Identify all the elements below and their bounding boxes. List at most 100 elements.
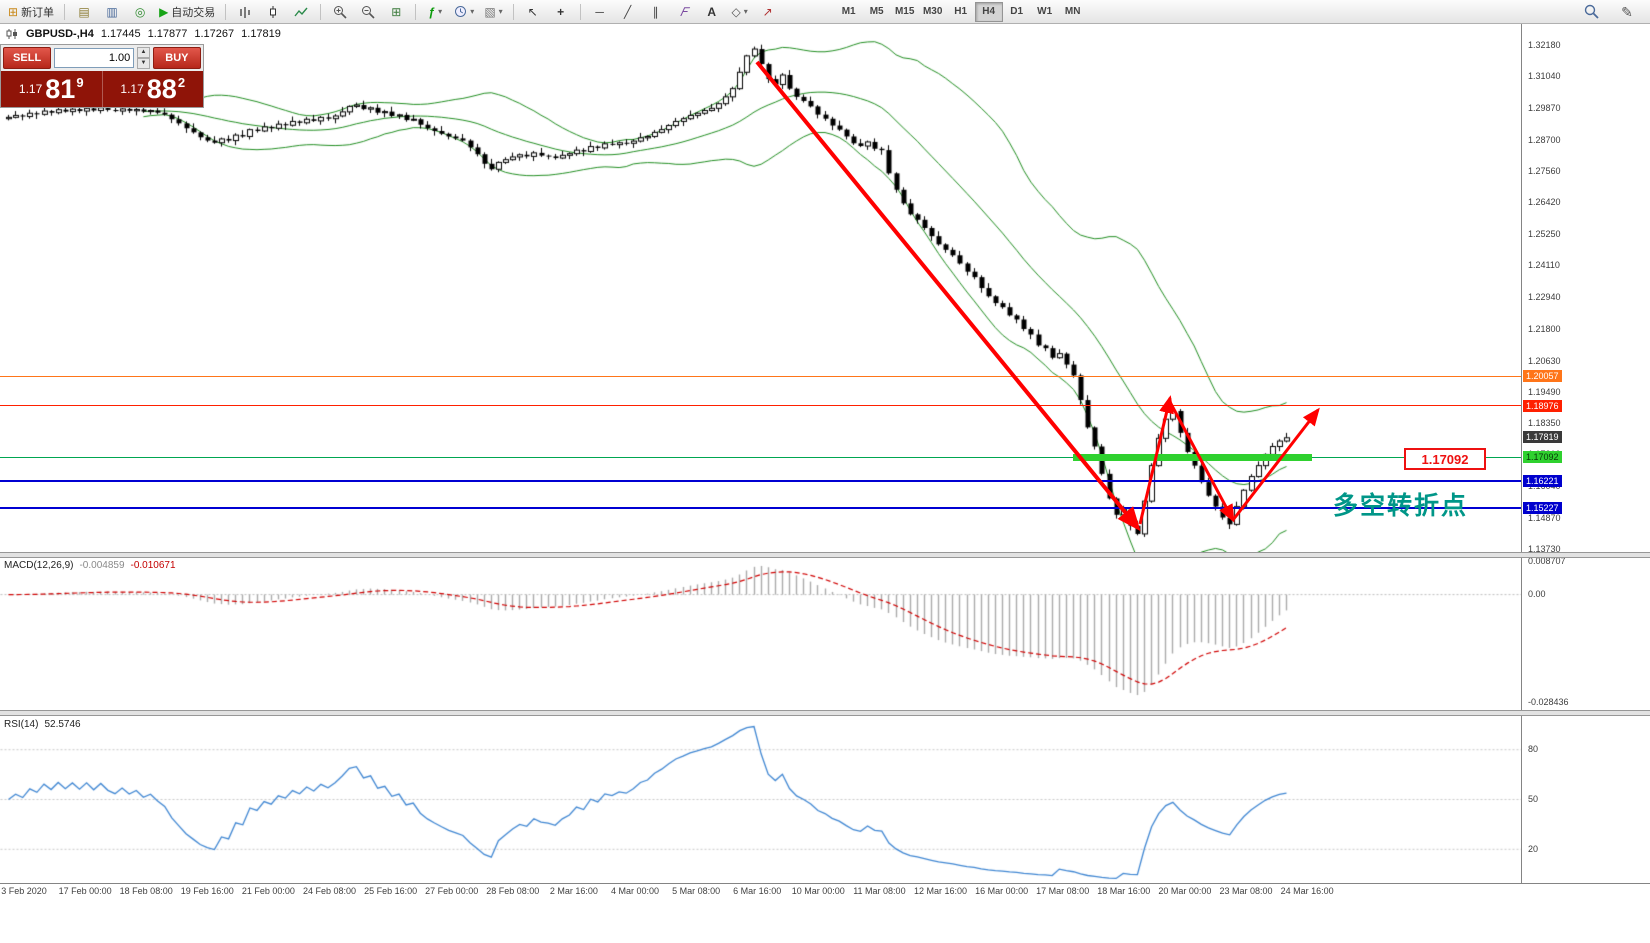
data-window-icon: ▥ [106, 4, 118, 19]
zoom-out-icon [362, 5, 375, 19]
volume-up-icon[interactable]: ▲ [137, 47, 150, 58]
zoom-in-icon [334, 5, 347, 19]
timeframe-button-m30[interactable]: M30 [922, 6, 943, 17]
volume-down-icon[interactable]: ▼ [137, 58, 150, 69]
macd-axis-label: 0.008707 [1528, 556, 1566, 566]
resistance-upper-price-box: 1.20057 [1523, 370, 1562, 382]
quote-header: GBPUSD-,H4 1.17445 1.17877 1.17267 1.178… [6, 28, 281, 40]
toolbar-separator [320, 3, 322, 20]
cursor-tool-button[interactable]: ↖ [520, 1, 546, 23]
line-chart-mode-button[interactable] [288, 1, 314, 23]
price-tick: 1.25250 [1528, 229, 1561, 239]
macd-canvas[interactable] [0, 558, 1522, 710]
price-tick: 1.14870 [1528, 513, 1561, 523]
volume-input[interactable] [54, 48, 135, 68]
price-tick: 1.19490 [1528, 387, 1561, 397]
navigator-button[interactable]: ◎ [127, 1, 153, 23]
buy-price-prefix: 1.17 [120, 82, 144, 96]
sell-price[interactable]: 1.17 81 9 [1, 71, 102, 107]
sell-button[interactable]: SELL [3, 47, 52, 69]
rsi-header: RSI(14) 52.5746 [4, 719, 81, 730]
support-low-price-box: 1.15227 [1523, 502, 1562, 514]
trendline-tool-button[interactable]: ╱ [615, 1, 641, 23]
timeframe-button-d1[interactable]: D1 [1010, 6, 1024, 17]
rsi-axis-label: 20 [1528, 844, 1539, 854]
tile-windows-button[interactable]: ⊞ [383, 1, 409, 23]
price-tick: 1.29870 [1528, 103, 1561, 113]
crosshair-icon: + [557, 4, 565, 19]
templates-button[interactable]: ▧ ▾ [480, 1, 506, 23]
support-price-tag[interactable]: 1.17092 [1404, 448, 1486, 470]
pencil-icon: ✎ [1621, 3, 1633, 20]
price-tick: 1.20630 [1528, 356, 1561, 366]
buy-price-pip: 2 [177, 75, 186, 90]
macd-header: MACD(12,26,9) -0.004859 -0.010671 [4, 560, 176, 571]
toolbar-separator [512, 3, 514, 20]
chart-symbol-icon [6, 29, 17, 39]
navigator-icon: ◎ [134, 4, 146, 19]
timeframe-button-m5[interactable]: M5 [869, 6, 884, 17]
bar-chart-mode-button[interactable] [232, 1, 258, 23]
price-tick: 1.28700 [1528, 135, 1561, 145]
candlestick-mode-button[interactable] [260, 1, 286, 23]
support-band[interactable] [1073, 454, 1312, 461]
channel-tool-button[interactable]: ∥ [643, 1, 669, 23]
text-icon: A [707, 4, 716, 19]
time-tick: 4 Mar 00:00 [610, 886, 660, 896]
time-tick: 5 Mar 08:00 [672, 886, 721, 896]
toolbar-separator [225, 3, 227, 20]
level-line-1.20057[interactable] [0, 376, 1521, 377]
autotrading-button[interactable]: ▶ 自动交易 [155, 1, 219, 23]
macd-axis-label: -0.028436 [1528, 697, 1569, 707]
search-button[interactable] [1578, 1, 1604, 23]
turning-point-annotation[interactable]: 多空转折点 [1333, 492, 1469, 520]
panel-divider[interactable] [0, 710, 1650, 716]
sell-price-pip: 9 [76, 75, 84, 90]
time-tick: 17 Feb 00:00 [58, 886, 112, 896]
buy-price[interactable]: 1.17 88 2 [101, 71, 204, 107]
edit-button[interactable]: ✎ [1614, 1, 1640, 23]
time-tick: 27 Feb 00:00 [425, 886, 479, 896]
time-axis-separator [0, 883, 1650, 884]
zoom-out-button[interactable] [355, 1, 381, 23]
shapes-tool-button[interactable]: ◇ ▾ [727, 1, 753, 23]
autotrading-label: 自动交易 [171, 6, 216, 19]
periods-button[interactable]: ▾ [450, 1, 478, 23]
panel-divider[interactable] [0, 552, 1650, 558]
timeframe-button-h4[interactable]: H4 [974, 1, 1003, 22]
price-tick: 1.26420 [1528, 197, 1561, 207]
rsi-canvas[interactable] [0, 716, 1522, 883]
arrows-tool-button[interactable]: ↗ [755, 1, 781, 23]
indicators-button[interactable]: ƒ ▾ [422, 1, 448, 23]
clock-icon [455, 6, 467, 17]
level-line-1.16221[interactable] [0, 480, 1521, 482]
zoom-in-button[interactable] [327, 1, 353, 23]
timeframe-button-w1[interactable]: W1 [1037, 6, 1053, 17]
support-zone-price-box: 1.17092 [1523, 451, 1562, 463]
timeframe-button-m1[interactable]: M1 [841, 6, 856, 17]
tile-windows-icon: ⊞ [391, 4, 402, 19]
timeframe-button-h1[interactable]: H1 [954, 6, 968, 17]
market-watch-icon: ▤ [78, 4, 90, 19]
horizontal-line-tool-button[interactable]: ─ [587, 1, 613, 23]
price-tick: 1.32180 [1528, 40, 1561, 50]
timeframe-button-m15[interactable]: M15 [894, 6, 915, 17]
level-line-1.18976[interactable] [0, 405, 1521, 406]
data-window-button[interactable]: ▥ [99, 1, 125, 23]
level-line-1.15227[interactable] [0, 507, 1521, 509]
new-order-button[interactable]: ⊞ 新订单 [4, 1, 58, 23]
price-chart-canvas[interactable] [0, 24, 1522, 552]
quote-high: 1.17877 [147, 28, 188, 40]
timeframe-button-mn[interactable]: MN [1064, 6, 1081, 17]
text-tool-button[interactable]: A [699, 1, 725, 23]
dropdown-icon: ▾ [438, 6, 443, 16]
buy-button[interactable]: BUY [152, 47, 201, 69]
fibonacci-tool-button[interactable]: 𝐹 [671, 1, 697, 23]
macd-value: -0.004859 [79, 560, 125, 571]
crosshair-tool-button[interactable]: + [548, 1, 574, 23]
market-watch-button[interactable]: ▤ [71, 1, 97, 23]
time-tick: 18 Mar 16:00 [1097, 886, 1151, 896]
sell-price-main: 81 [45, 73, 76, 104]
time-tick: 6 Mar 16:00 [733, 886, 782, 896]
price-axis-separator [1521, 24, 1522, 883]
